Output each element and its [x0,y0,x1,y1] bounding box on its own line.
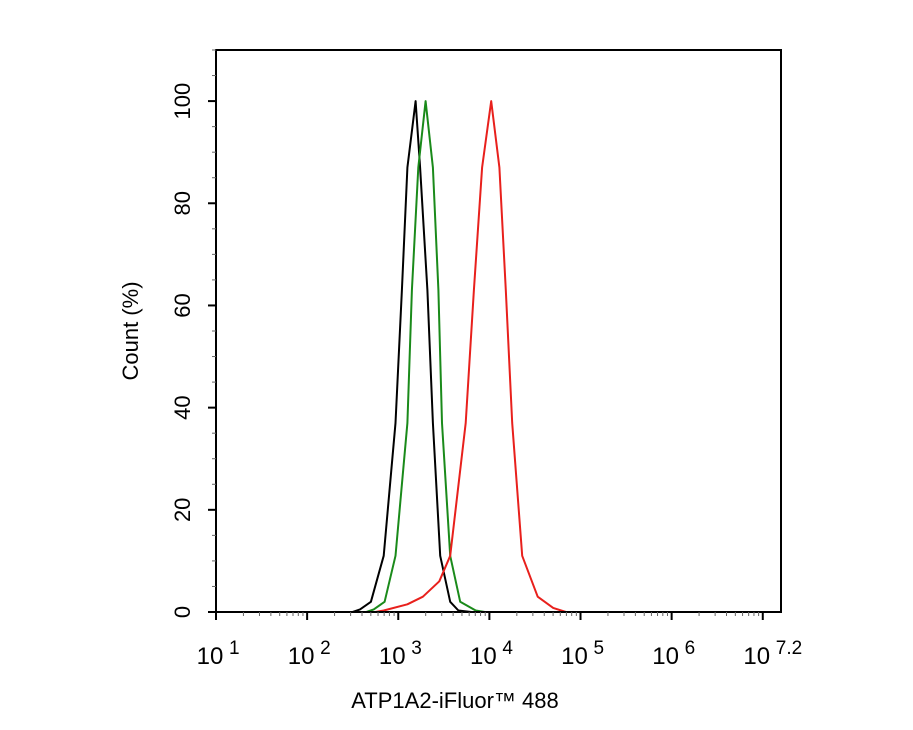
x-tick-label: 10 [288,643,315,670]
series-layer [216,100,781,613]
y-axis-label: Count (%) [118,281,143,380]
y-tick-label: 40 [170,395,195,419]
x-tick-exponent: 6 [685,638,696,659]
y-tick-label: 100 [170,83,195,120]
x-tick-label: 10 [743,643,770,670]
x-tick-exponent: 4 [502,638,513,659]
series-line-3 [216,100,781,613]
x-tick-exponent: 2 [320,638,331,659]
y-tick-label: 20 [170,498,195,522]
y-tick-label: 0 [170,606,195,618]
x-tick-exponent: 1 [229,638,240,659]
x-tick-exponent: 3 [411,638,422,659]
x-tick-exponent: 5 [594,638,605,659]
x-tick-label: 10 [379,643,406,670]
x-axis-label: ATP1A2-iFluor™ 488 [351,688,558,713]
x-tick-label: 10 [652,643,679,670]
x-tick-label: 10 [470,643,497,670]
y-tick-label: 80 [170,191,195,215]
x-tick-label: 10 [197,643,224,670]
series-line-1 [216,100,781,613]
series-line-2 [216,100,781,613]
x-tick-exponent: 7.2 [776,638,802,659]
y-tick-label: 60 [170,293,195,317]
x-tick-label: 10 [561,643,588,670]
plot-frame [215,49,782,613]
